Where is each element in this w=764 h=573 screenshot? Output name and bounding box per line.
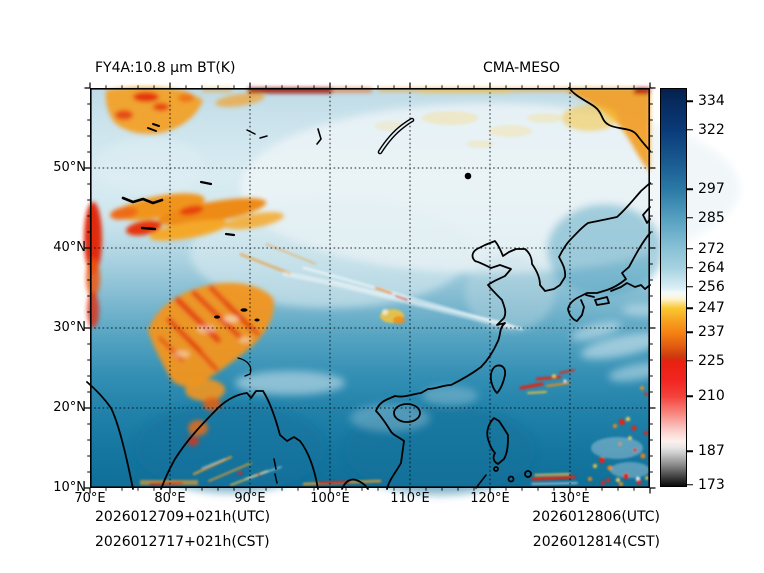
colorbar-tick-label: 272 — [698, 240, 725, 257]
x-tick-label: 90°E — [234, 491, 266, 506]
y-tick-label: 10°N — [53, 480, 86, 495]
y-tick-label: 50°N — [53, 160, 86, 175]
colorbar-tick-label: 285 — [698, 209, 725, 226]
valid-time-cst: 2026012814(CST) — [532, 534, 660, 550]
plot-title-right: CMA-MESO — [483, 60, 561, 76]
colorbar-tick-label: 334 — [698, 93, 725, 110]
colorbar-tick-label: 210 — [698, 388, 725, 405]
colorbar-tick-label: 264 — [698, 259, 725, 276]
colorbar-tick-mark — [687, 286, 693, 288]
coastlines — [86, 87, 651, 490]
colorbar-tick-mark — [687, 450, 693, 453]
colorbar-tick-mark — [687, 248, 693, 250]
colorbar-tick-label: 247 — [698, 300, 725, 317]
init-time-utc: 2026012709+021h(UTC) — [95, 509, 271, 525]
x-tick-label: 80°E — [154, 491, 186, 506]
x-tick-label: 130°E — [550, 491, 590, 506]
axis-tick-marks-minor — [87, 85, 653, 491]
y-tick-label: 30°N — [53, 320, 86, 335]
map-border — [90, 88, 651, 488]
cold-cloud-masses — [84, 87, 650, 446]
colorbar-tick-label: 187 — [698, 443, 725, 460]
colorbar-tick-label: 225 — [698, 352, 725, 369]
x-tick-label: 100°E — [310, 491, 350, 506]
satellite-bt-map — [84, 82, 740, 495]
colorbar-tick-mark — [687, 307, 693, 310]
colorbar-tick-mark — [687, 267, 693, 269]
axis-tick-marks-major — [84, 82, 656, 494]
colorbar-tick-label: 173 — [698, 476, 725, 493]
colorbar-tick-mark — [687, 359, 693, 362]
init-time-cst: 2026012717+021h(CST) — [95, 534, 270, 550]
colorbar-tick-label: 256 — [698, 278, 725, 295]
map-plot-area — [84, 82, 740, 495]
white-cloud-bands — [235, 304, 668, 432]
x-tick-label: 120°E — [470, 491, 510, 506]
colorbar-tick-mark — [687, 100, 693, 102]
valid-time-utc: 2026012806(UTC) — [532, 509, 660, 525]
colorbar — [660, 88, 687, 487]
x-tick-label: 70°E — [74, 491, 106, 506]
colorbar-tick-mark — [687, 188, 693, 190]
colorbar-tick-mark — [687, 331, 693, 333]
colorbar-ticks: 334 322 297 285 272 264 256 247 237 225 210 187 173 — [660, 88, 764, 493]
colorbar-tick-mark — [687, 217, 693, 219]
y-tick-label: 20°N — [53, 400, 86, 415]
y-tick-label: 40°N — [53, 240, 86, 255]
plot-title-left: FY4A:10.8 μm BT(K) — [95, 60, 236, 76]
x-tick-label: 110°E — [390, 491, 430, 506]
colorbar-tick-label: 322 — [698, 121, 725, 138]
colorbar-tick-mark — [687, 483, 693, 486]
colorbar-tick-mark — [687, 395, 693, 398]
colorbar-tick-label: 237 — [698, 324, 725, 341]
colorbar-tick-mark — [687, 128, 693, 131]
colorbar-tick-label: 297 — [698, 181, 725, 198]
